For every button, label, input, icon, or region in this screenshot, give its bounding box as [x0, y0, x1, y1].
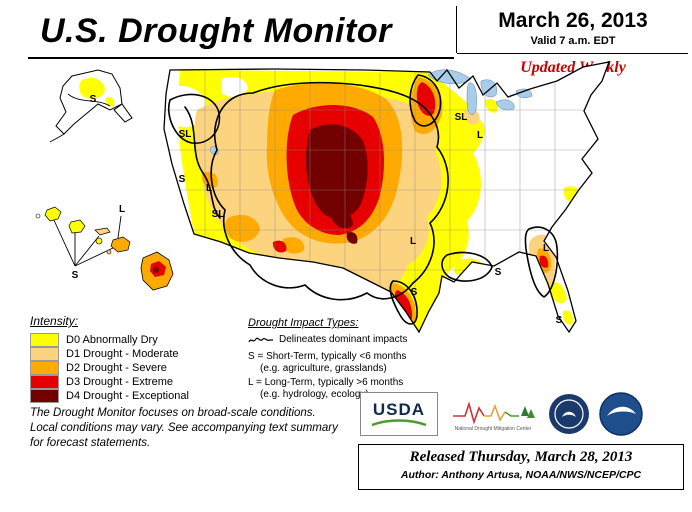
- map-impact-label: L: [543, 243, 549, 254]
- conus-outline: [163, 61, 611, 334]
- tree-icon: [521, 405, 529, 416]
- map-date: March 26, 2013: [498, 9, 648, 32]
- legend-label-d2: D2 Drought - Severe: [66, 361, 167, 374]
- disclaimer-line-1: The Drought Monitor focuses on broad-sca…: [30, 407, 316, 419]
- alaska-impact-line: [67, 93, 111, 107]
- island-kauai: [44, 206, 62, 222]
- map-impact-label: L: [206, 183, 212, 194]
- delineation-line-icon: [248, 337, 273, 342]
- legend-label-d4: D4 Drought - Exceptional: [66, 389, 189, 402]
- map-impact-label: S: [72, 270, 79, 281]
- delineation-label: Delineates dominant impacts: [279, 334, 408, 345]
- island-hawaii-d4: [153, 267, 159, 273]
- usda-logo: USDA: [360, 392, 438, 436]
- alaska-d0-region: [79, 78, 105, 99]
- map-impact-label: SL: [212, 209, 225, 220]
- alaska-d0-region-2: [105, 97, 115, 107]
- noaa-seal-icon: [599, 392, 643, 436]
- intensity-legend: Intensity: D0 Abnormally Dry D1 Drought …: [30, 314, 245, 403]
- tree-icon: [527, 408, 535, 418]
- map-impact-label: L: [119, 204, 125, 215]
- impact-type-labels: SL S L SL SL L L S S L S: [179, 112, 563, 326]
- impact-delineation-lines: [168, 74, 559, 325]
- page-title: U.S. Drought Monitor: [40, 12, 392, 50]
- author-credit: Author: Anthony Artusa, NOAA/NWS/NCEP/CP…: [400, 469, 642, 481]
- alaska-panhandle: [113, 103, 133, 123]
- long-term-definition: L = Long-Term, typically >6 months: [248, 377, 404, 388]
- legend-item-d0: D0 Abnormally Dry: [30, 332, 245, 347]
- hawaii-callout-lines: [52, 215, 122, 267]
- map-impact-label: L: [477, 130, 483, 141]
- usda-swoosh-icon: [371, 418, 427, 426]
- map-impact-label: S: [179, 174, 186, 185]
- impact-types-panel: Drought Impact Types: Delineates dominan…: [248, 317, 443, 400]
- lake-superior: [427, 69, 472, 84]
- d4-color-swatch: [30, 388, 59, 403]
- great-lakes: [210, 69, 533, 155]
- legend-item-d2: D2 Drought - Severe: [30, 360, 245, 375]
- island-niihau: [35, 213, 41, 219]
- ndmc-logo: National Drought Mitigation Center: [447, 396, 539, 433]
- conus-drought-map: SL S L SL SL L L S S L S: [163, 61, 611, 334]
- d2-color-swatch: [30, 360, 59, 375]
- aleutian-islands: [49, 133, 65, 143]
- map-impact-label: L: [410, 236, 416, 247]
- valid-time: Valid 7 a.m. EDT: [530, 35, 616, 47]
- legend-heading: Intensity:: [30, 314, 79, 328]
- disclaimer-line-2: Local conditions may vary. See accompany…: [30, 421, 338, 434]
- lake-michigan: [466, 82, 477, 116]
- legend-label-d1: D1 Drought - Moderate: [66, 347, 179, 360]
- logo-strip: USDA National Drought Mitigation Center: [360, 388, 686, 440]
- map-impact-label: S: [411, 287, 418, 298]
- release-info-box: Released Thursday, March 28, 2013 Author…: [358, 444, 684, 490]
- ndmc-logo-text: National Drought Mitigation Center: [454, 425, 532, 432]
- alaska-inset-map: S: [49, 69, 133, 143]
- map-impact-label: SL: [455, 112, 468, 123]
- date-divider: [457, 53, 688, 54]
- map-impact-label: S: [556, 315, 563, 326]
- d1-color-swatch: [30, 346, 59, 361]
- alaska-outline: [55, 69, 123, 135]
- map-impact-label: S: [495, 267, 502, 278]
- disclaimer-line-3: for forecast statements.: [30, 436, 151, 449]
- short-term-examples: (e.g. agriculture, grasslands): [260, 363, 387, 374]
- map-impact-label: S: [90, 94, 97, 105]
- hawaii-inset-map: L S: [35, 204, 174, 291]
- legend-item-d3: D3 Drought - Extreme: [30, 374, 245, 389]
- legend-label-d0: D0 Abnormally Dry: [66, 333, 158, 346]
- disclaimer-text: The Drought Monitor focuses on broad-sca…: [30, 406, 338, 451]
- long-term-examples: (e.g. hydrology, ecology): [260, 389, 369, 400]
- impact-types-heading: Drought Impact Types:: [248, 317, 359, 329]
- no-drought-montana-patch: [221, 76, 248, 97]
- drought-d4-regions: [305, 124, 368, 244]
- header-vertical-divider: [456, 6, 457, 53]
- usda-logo-text: USDA: [372, 399, 426, 419]
- state-borders: [164, 70, 595, 307]
- short-term-definition: S = Short-Term, typically <6 months: [248, 351, 407, 362]
- lake-ontario: [515, 88, 533, 99]
- no-drought-pacific-northwest: [164, 85, 206, 128]
- island-maui: [110, 236, 131, 253]
- island-lanai: [95, 237, 103, 245]
- legend-label-d3: D3 Drought - Extreme: [66, 375, 173, 388]
- legend-item-d1: D1 Drought - Moderate: [30, 346, 245, 361]
- d3-color-swatch: [30, 374, 59, 389]
- map-impact-label: SL: [179, 129, 192, 140]
- island-kahoolawe: [106, 249, 112, 255]
- island-molokai: [94, 227, 111, 236]
- date-block: March 26, 2013 Valid 7 a.m. EDT: [458, 9, 688, 47]
- title-divider: [28, 57, 454, 59]
- delineation-row: Delineates dominant impacts: [248, 334, 443, 345]
- legend-item-d4: D4 Drought - Exceptional: [30, 388, 245, 403]
- commerce-seal-icon: [548, 393, 590, 435]
- lake-erie: [495, 99, 515, 111]
- d0-color-swatch: [30, 332, 59, 347]
- island-oahu: [68, 219, 86, 234]
- ndmc-heartbeat-icon: [453, 401, 535, 425]
- released-date: Released Thursday, March 28, 2013: [409, 449, 633, 465]
